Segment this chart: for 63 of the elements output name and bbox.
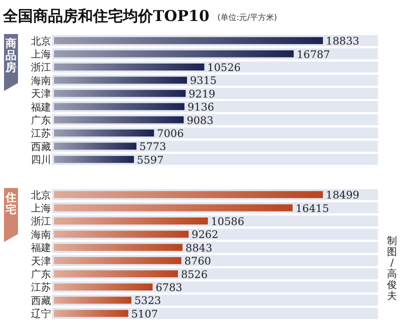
data-label: 10586 [210,216,245,228]
chart-subtitle: (单位:元/平方米) [217,13,278,22]
y-tick-label: 上海 [31,202,51,214]
bar [54,116,184,124]
data-label: 8760 [184,256,212,268]
bar [54,257,182,264]
y-tick-label: 江苏 [31,282,51,294]
data-label: 8843 [186,242,212,254]
y-tick-label: 海南 [31,228,51,241]
bar [54,156,134,163]
data-label: 16415 [296,202,330,215]
text: 制图/高俊夫 [387,235,397,302]
data-label: 18833 [326,36,360,48]
bar [54,270,178,278]
y-tick-label: 天津 [31,88,51,100]
bar [54,218,208,224]
y-tick-label: 辽宁 [31,308,51,320]
bar [54,230,189,238]
y-tick-label: 广东 [31,114,51,126]
bar [54,310,128,317]
bar [54,244,183,251]
y-tick-label: 天津 [31,255,51,268]
data-label: 7006 [157,128,184,140]
data-label: 5107 [131,308,158,320]
y-tick-label: 广东 [31,268,51,280]
y-tick-label: 西藏 [31,294,51,307]
bar [54,64,204,70]
bar [54,142,136,150]
data-label: 6783 [156,282,182,294]
y-tick-label: 四川 [31,154,51,166]
y-tick-label: 福建 [31,101,51,114]
bar [54,204,293,212]
data-label: 9083 [186,114,214,127]
data-label: 10526 [207,62,242,74]
y-tick-label: 福建 [31,242,51,254]
data-label: 16787 [296,48,330,61]
y-tick-label: 西藏 [31,140,51,153]
y-tick-label: 浙江 [31,216,51,228]
y-tick-label: 浙江 [31,62,51,74]
bar [54,50,294,58]
bar [54,284,153,290]
data-label: 9315 [190,75,217,88]
y-tick-label: 海南 [31,74,51,87]
y-axis-title: 商品房 [4,37,16,74]
bar [54,103,184,110]
data-label: 18499 [326,190,360,202]
y-tick-label: 北京 [31,35,51,48]
y-tick-label: 北京 [31,189,51,202]
bar [54,130,154,136]
chart-title: 全国商品房和住宅均价TOP10 [2,7,210,25]
data-label: 8526 [180,268,208,281]
data-label: 9136 [187,102,214,114]
data-label: 9219 [188,88,216,100]
data-label: 5773 [139,141,166,154]
data-label: 5597 [136,154,164,166]
bar [54,90,186,97]
bar [54,76,188,84]
y-tick-label: 江苏 [31,128,51,140]
data-label: 5323 [134,295,162,308]
data-label: 9262 [192,229,218,242]
bar [54,296,132,304]
y-axis-title: 住宅 [4,191,16,216]
y-tick-label: 上海 [31,48,51,60]
